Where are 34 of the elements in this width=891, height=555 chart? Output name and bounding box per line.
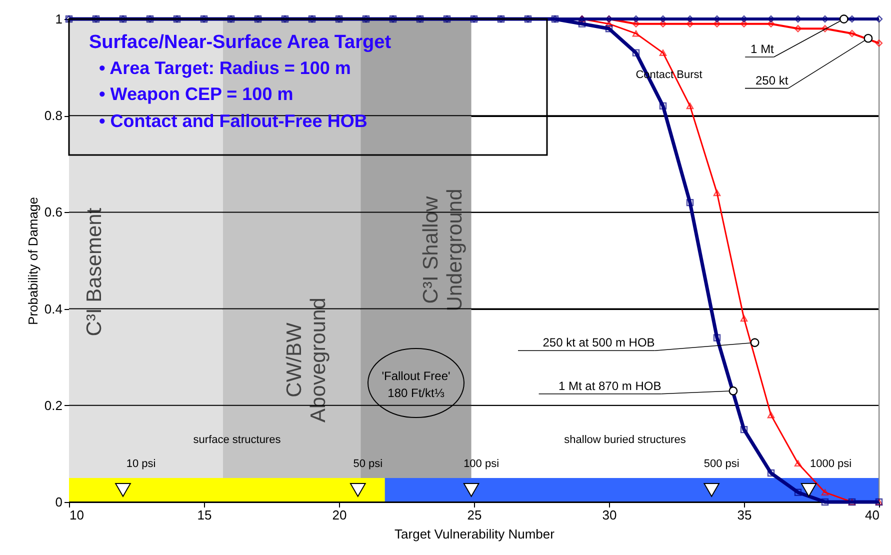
x-tick-label: 30	[602, 508, 617, 522]
x-tick-label: 20	[332, 508, 347, 522]
annotation: • Weapon CEP = 100 m	[99, 84, 294, 104]
x-tick-label: 40	[865, 508, 880, 522]
annotation: 500 psi	[704, 458, 740, 470]
y-tick-label: 1	[55, 12, 62, 26]
annotation: • Contact and Fallout-Free HOB	[99, 111, 368, 131]
x-tick-label: 25	[467, 508, 482, 522]
annotation: 'Fallout Free' 180 Ft/kt⅓	[382, 369, 450, 400]
x-tick-label: 10	[70, 508, 84, 522]
annotation: 50 psi	[353, 458, 383, 470]
band-label: C³I Basement	[83, 208, 106, 336]
annotation: 250 kt at 500 m HOB	[542, 336, 655, 350]
x-tick-label: 35	[737, 508, 752, 522]
band-label: C³I Shallow Underground	[420, 188, 467, 312]
y-tick-label: 0.8	[44, 108, 62, 124]
annotation: 10 psi	[126, 458, 156, 470]
band-label: CW/BW Aboveground	[282, 298, 330, 422]
annotation: surface structures	[193, 434, 282, 446]
text: Surface/Near-Surface Area Target	[89, 32, 392, 53]
y-tick-label: 0.2	[44, 398, 62, 413]
annotation: 1 Mt at 870 m HOB	[558, 378, 662, 393]
annotation: 250 kt	[755, 73, 789, 88]
annotation: shallow buried structures	[564, 434, 686, 446]
y-tick-label: 0.6	[44, 204, 62, 220]
annotation: 100 psi	[464, 458, 500, 470]
annotation: 1 Mt	[750, 42, 775, 56]
annotation: 1000 psi	[810, 458, 852, 470]
y-axis-title: Probability of Damage	[25, 197, 40, 325]
y-tick-label: 0.4	[44, 301, 62, 316]
annotation: • Area Target: Radius = 100 m	[99, 58, 351, 78]
x-tick-label: 15	[197, 508, 212, 522]
x-axis-title: Target Vulnerability Number	[394, 526, 556, 542]
y-tick-label: 0	[55, 494, 62, 510]
